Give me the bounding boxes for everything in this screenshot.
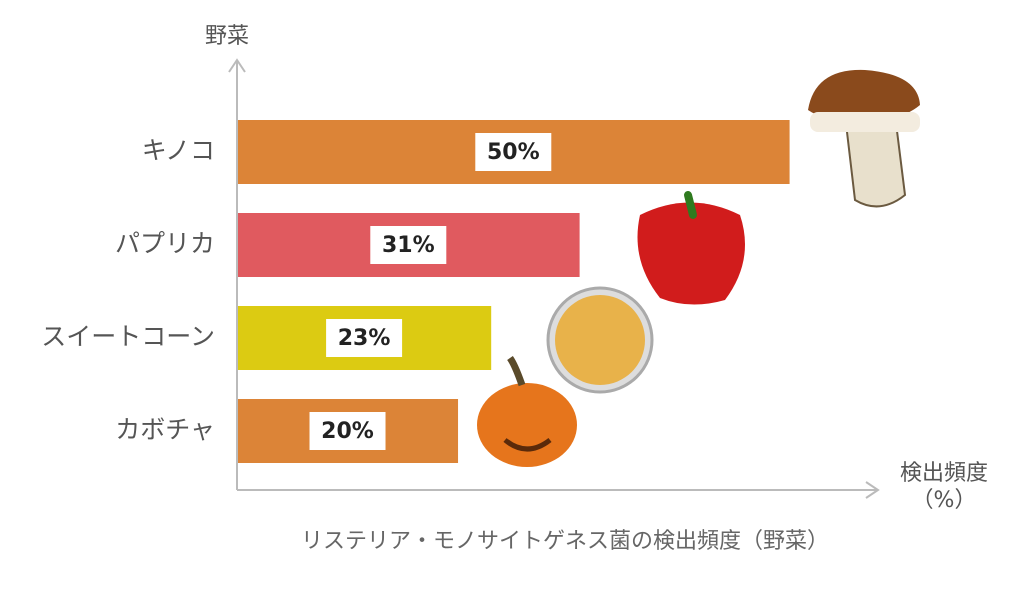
x-axis-label: 検出頻度（%）	[899, 461, 988, 513]
axes	[228, 58, 880, 499]
value-label: 23%	[338, 326, 391, 351]
value-label-box	[475, 133, 552, 171]
category-label: パプリカ	[115, 229, 215, 258]
value-label: 31%	[382, 233, 435, 258]
chart-title: リステリア・モノサイトゲネス菌の検出頻度（野菜）	[300, 529, 829, 554]
value-label: 50%	[487, 140, 540, 165]
value-label-box	[326, 319, 403, 357]
category-label: キノコ	[142, 136, 215, 165]
decoration	[477, 69, 920, 467]
x-axis-arrow	[865, 481, 880, 499]
value-label-box	[309, 412, 386, 450]
value-label: 20%	[321, 419, 374, 444]
value-label-box	[370, 226, 447, 264]
category-label: スイートコーン	[41, 322, 215, 351]
y-axis-arrow	[228, 58, 246, 73]
category-label: カボチャ	[115, 415, 215, 444]
y-axis-label: 野菜	[205, 24, 250, 49]
